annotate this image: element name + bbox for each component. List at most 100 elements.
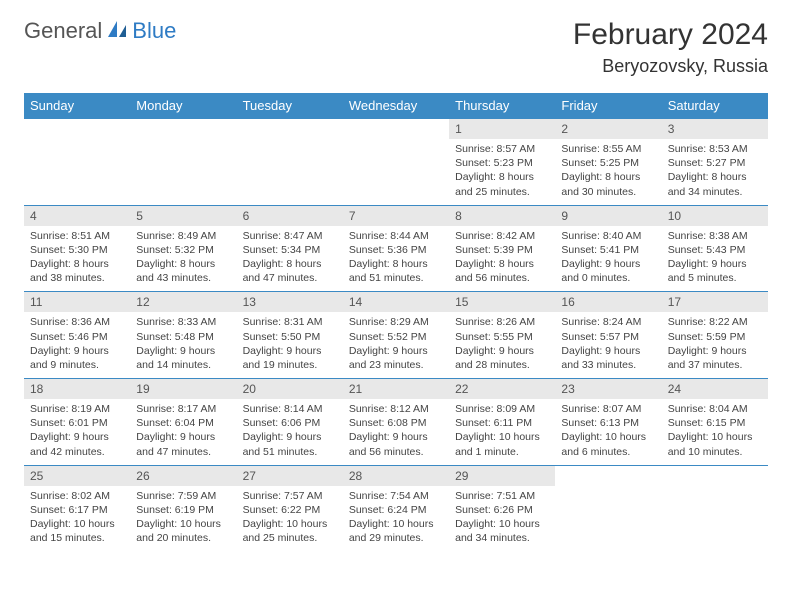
logo-sail-icon	[106, 19, 128, 44]
day-details: Sunrise: 8:04 AMSunset: 6:15 PMDaylight:…	[662, 399, 768, 465]
daylight-line: Daylight: 9 hours and 14 minutes.	[136, 344, 230, 372]
calendar-week-row: 1Sunrise: 8:57 AMSunset: 5:23 PMDaylight…	[24, 119, 768, 206]
sunrise-line: Sunrise: 8:55 AM	[561, 142, 655, 156]
weekday-header: Monday	[130, 93, 236, 119]
calendar-day-cell: 24Sunrise: 8:04 AMSunset: 6:15 PMDayligh…	[662, 379, 768, 466]
day-details: Sunrise: 8:33 AMSunset: 5:48 PMDaylight:…	[130, 312, 236, 378]
calendar-day-cell: 11Sunrise: 8:36 AMSunset: 5:46 PMDayligh…	[24, 292, 130, 379]
sunset-line: Sunset: 5:41 PM	[561, 243, 655, 257]
day-number: 21	[343, 379, 449, 399]
day-details: Sunrise: 8:02 AMSunset: 6:17 PMDaylight:…	[24, 486, 130, 552]
sunrise-line: Sunrise: 8:24 AM	[561, 315, 655, 329]
sunset-line: Sunset: 5:30 PM	[30, 243, 124, 257]
daylight-line: Daylight: 10 hours and 1 minute.	[455, 430, 549, 458]
calendar-day-cell	[237, 119, 343, 206]
day-details: Sunrise: 8:53 AMSunset: 5:27 PMDaylight:…	[662, 139, 768, 205]
calendar-day-cell: 13Sunrise: 8:31 AMSunset: 5:50 PMDayligh…	[237, 292, 343, 379]
calendar-day-cell: 22Sunrise: 8:09 AMSunset: 6:11 PMDayligh…	[449, 379, 555, 466]
sunrise-line: Sunrise: 8:51 AM	[30, 229, 124, 243]
daylight-line: Daylight: 9 hours and 42 minutes.	[30, 430, 124, 458]
day-details: Sunrise: 8:24 AMSunset: 5:57 PMDaylight:…	[555, 312, 661, 378]
day-details: Sunrise: 8:31 AMSunset: 5:50 PMDaylight:…	[237, 312, 343, 378]
day-number: 12	[130, 292, 236, 312]
sunset-line: Sunset: 6:04 PM	[136, 416, 230, 430]
day-number: 18	[24, 379, 130, 399]
sunset-line: Sunset: 5:57 PM	[561, 330, 655, 344]
daylight-line: Daylight: 9 hours and 56 minutes.	[349, 430, 443, 458]
calendar-day-cell: 2Sunrise: 8:55 AMSunset: 5:25 PMDaylight…	[555, 119, 661, 206]
sunset-line: Sunset: 5:27 PM	[668, 156, 762, 170]
day-details: Sunrise: 8:51 AMSunset: 5:30 PMDaylight:…	[24, 226, 130, 292]
day-details: Sunrise: 8:49 AMSunset: 5:32 PMDaylight:…	[130, 226, 236, 292]
sunset-line: Sunset: 6:11 PM	[455, 416, 549, 430]
day-number: 13	[237, 292, 343, 312]
calendar-day-cell: 7Sunrise: 8:44 AMSunset: 5:36 PMDaylight…	[343, 205, 449, 292]
title-block: February 2024 Beryozovsky, Russia	[573, 18, 768, 77]
calendar-day-cell: 29Sunrise: 7:51 AMSunset: 6:26 PMDayligh…	[449, 465, 555, 551]
daylight-line: Daylight: 8 hours and 47 minutes.	[243, 257, 337, 285]
sunrise-line: Sunrise: 7:51 AM	[455, 489, 549, 503]
day-details: Sunrise: 8:09 AMSunset: 6:11 PMDaylight:…	[449, 399, 555, 465]
sunrise-line: Sunrise: 7:54 AM	[349, 489, 443, 503]
calendar-day-cell: 17Sunrise: 8:22 AMSunset: 5:59 PMDayligh…	[662, 292, 768, 379]
sunset-line: Sunset: 5:36 PM	[349, 243, 443, 257]
calendar-day-cell: 8Sunrise: 8:42 AMSunset: 5:39 PMDaylight…	[449, 205, 555, 292]
calendar-day-cell: 3Sunrise: 8:53 AMSunset: 5:27 PMDaylight…	[662, 119, 768, 206]
sunset-line: Sunset: 6:24 PM	[349, 503, 443, 517]
weekday-header: Wednesday	[343, 93, 449, 119]
day-number: 19	[130, 379, 236, 399]
sunrise-line: Sunrise: 8:29 AM	[349, 315, 443, 329]
sunset-line: Sunset: 6:17 PM	[30, 503, 124, 517]
logo-text-general: General	[24, 18, 102, 44]
sunset-line: Sunset: 5:34 PM	[243, 243, 337, 257]
calendar-day-cell: 21Sunrise: 8:12 AMSunset: 6:08 PMDayligh…	[343, 379, 449, 466]
sunset-line: Sunset: 5:59 PM	[668, 330, 762, 344]
sunrise-line: Sunrise: 8:49 AM	[136, 229, 230, 243]
sunrise-line: Sunrise: 8:57 AM	[455, 142, 549, 156]
daylight-line: Daylight: 8 hours and 38 minutes.	[30, 257, 124, 285]
calendar-day-cell	[343, 119, 449, 206]
daylight-line: Daylight: 10 hours and 34 minutes.	[455, 517, 549, 545]
weekday-header: Sunday	[24, 93, 130, 119]
sunset-line: Sunset: 5:50 PM	[243, 330, 337, 344]
daylight-line: Daylight: 10 hours and 29 minutes.	[349, 517, 443, 545]
day-details: Sunrise: 8:14 AMSunset: 6:06 PMDaylight:…	[237, 399, 343, 465]
weekday-header: Friday	[555, 93, 661, 119]
day-number: 28	[343, 466, 449, 486]
day-details: Sunrise: 7:54 AMSunset: 6:24 PMDaylight:…	[343, 486, 449, 552]
sunset-line: Sunset: 6:13 PM	[561, 416, 655, 430]
sunset-line: Sunset: 6:22 PM	[243, 503, 337, 517]
sunset-line: Sunset: 5:55 PM	[455, 330, 549, 344]
daylight-line: Daylight: 9 hours and 5 minutes.	[668, 257, 762, 285]
weekday-header: Saturday	[662, 93, 768, 119]
calendar-day-cell: 10Sunrise: 8:38 AMSunset: 5:43 PMDayligh…	[662, 205, 768, 292]
day-details: Sunrise: 8:40 AMSunset: 5:41 PMDaylight:…	[555, 226, 661, 292]
sunrise-line: Sunrise: 8:36 AM	[30, 315, 124, 329]
sunrise-line: Sunrise: 8:07 AM	[561, 402, 655, 416]
calendar-day-cell: 14Sunrise: 8:29 AMSunset: 5:52 PMDayligh…	[343, 292, 449, 379]
day-details: Sunrise: 7:57 AMSunset: 6:22 PMDaylight:…	[237, 486, 343, 552]
daylight-line: Daylight: 10 hours and 6 minutes.	[561, 430, 655, 458]
day-number: 7	[343, 206, 449, 226]
daylight-line: Daylight: 9 hours and 51 minutes.	[243, 430, 337, 458]
day-details: Sunrise: 8:55 AMSunset: 5:25 PMDaylight:…	[555, 139, 661, 205]
calendar-week-row: 4Sunrise: 8:51 AMSunset: 5:30 PMDaylight…	[24, 205, 768, 292]
day-details: Sunrise: 8:36 AMSunset: 5:46 PMDaylight:…	[24, 312, 130, 378]
day-number: 17	[662, 292, 768, 312]
weekday-header: Thursday	[449, 93, 555, 119]
daylight-line: Daylight: 9 hours and 0 minutes.	[561, 257, 655, 285]
sunrise-line: Sunrise: 8:09 AM	[455, 402, 549, 416]
day-number: 2	[555, 119, 661, 139]
day-details: Sunrise: 8:07 AMSunset: 6:13 PMDaylight:…	[555, 399, 661, 465]
day-number: 8	[449, 206, 555, 226]
day-number: 25	[24, 466, 130, 486]
sunrise-line: Sunrise: 7:57 AM	[243, 489, 337, 503]
day-number: 23	[555, 379, 661, 399]
sunrise-line: Sunrise: 8:31 AM	[243, 315, 337, 329]
calendar-day-cell: 16Sunrise: 8:24 AMSunset: 5:57 PMDayligh…	[555, 292, 661, 379]
day-number: 11	[24, 292, 130, 312]
day-number: 6	[237, 206, 343, 226]
daylight-line: Daylight: 10 hours and 25 minutes.	[243, 517, 337, 545]
day-details: Sunrise: 8:12 AMSunset: 6:08 PMDaylight:…	[343, 399, 449, 465]
day-details: Sunrise: 8:22 AMSunset: 5:59 PMDaylight:…	[662, 312, 768, 378]
